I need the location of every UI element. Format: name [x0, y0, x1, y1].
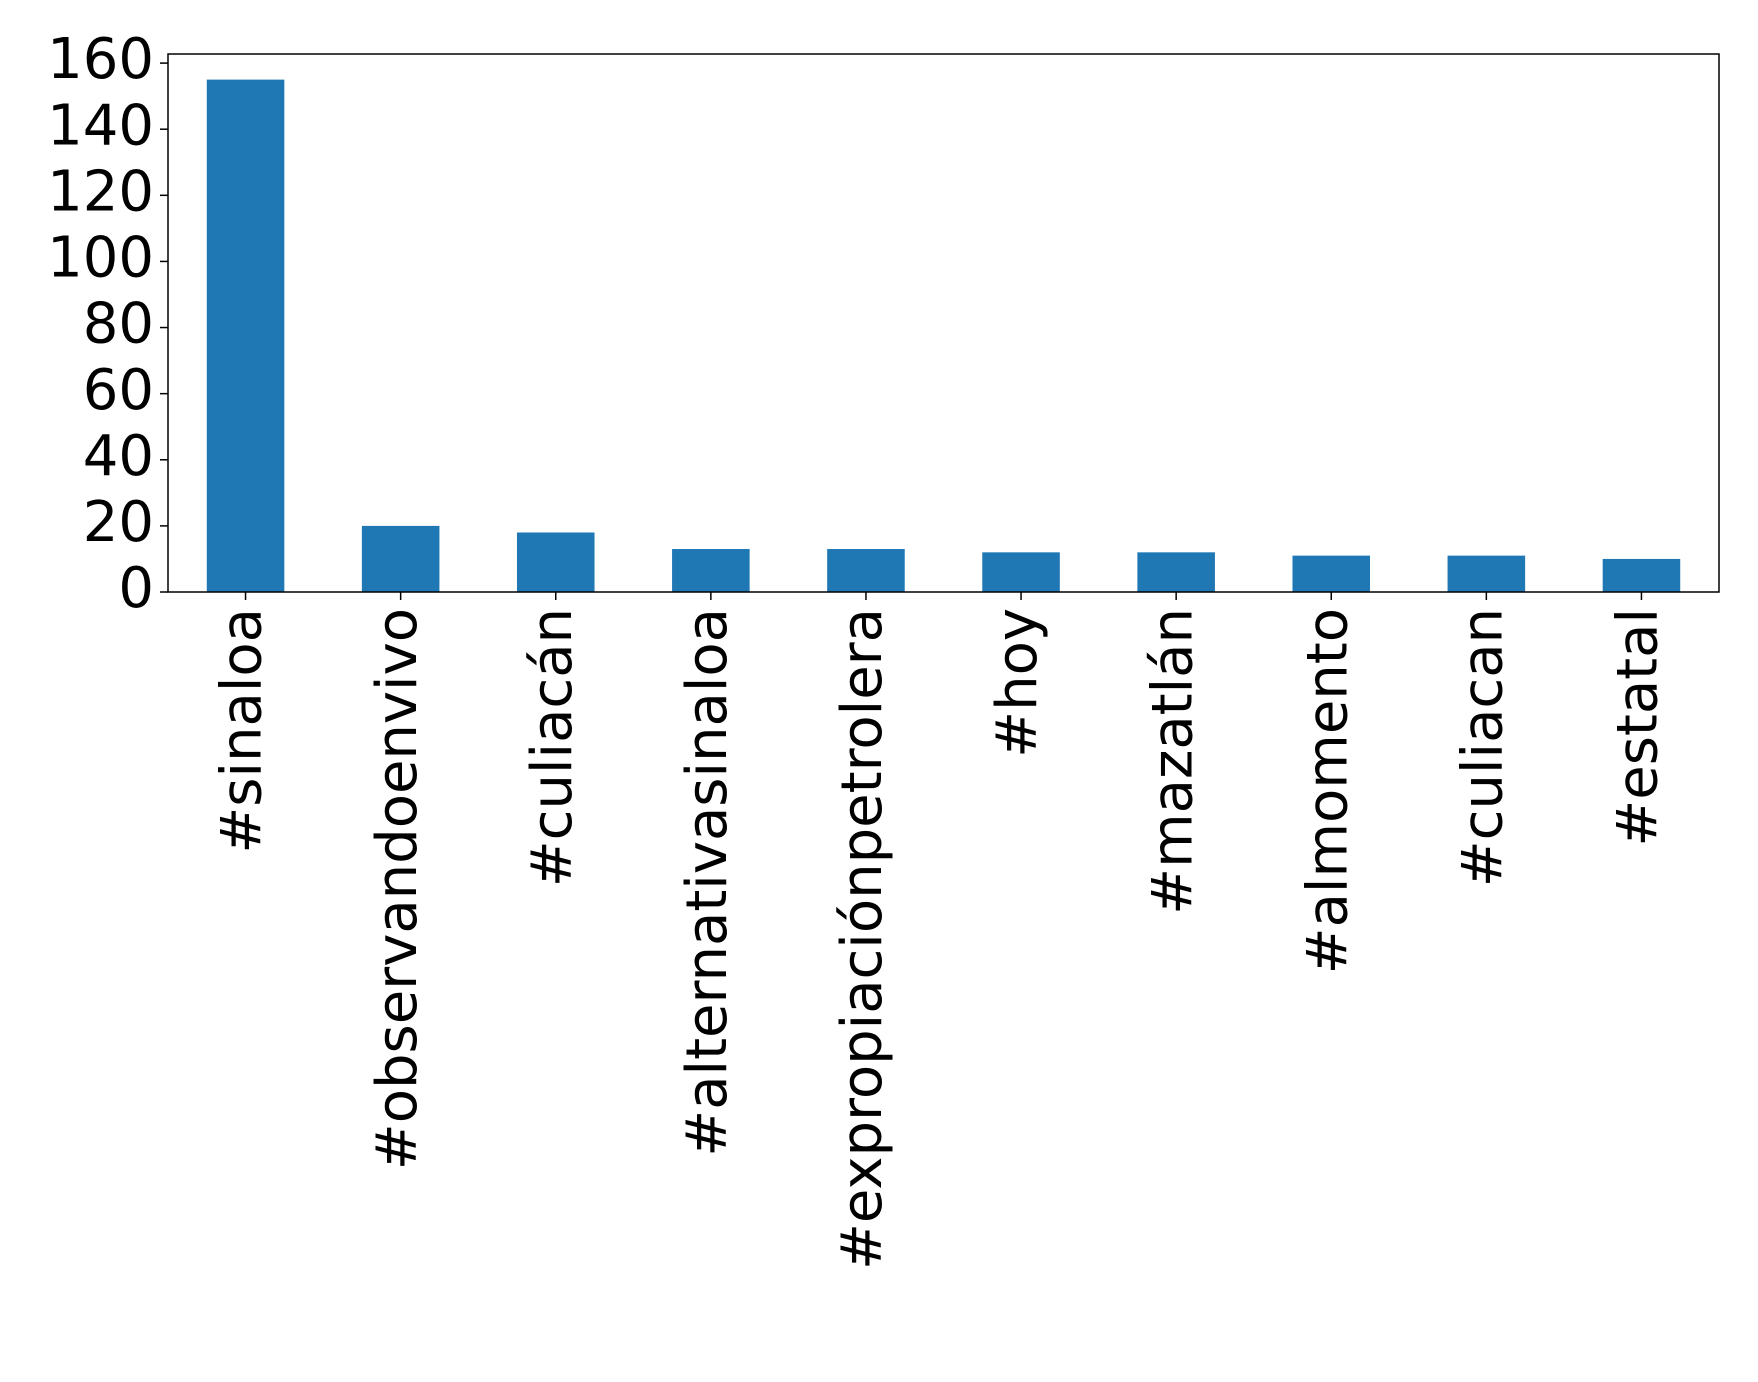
x-tick-label: #observandoenvivo	[365, 608, 430, 1170]
x-tick-label: #alternativasinaloa	[675, 608, 740, 1157]
x-tick-label: #culiacan	[1450, 608, 1515, 887]
bar	[827, 549, 905, 592]
y-tick-label: 0	[118, 556, 154, 621]
bar	[982, 552, 1060, 592]
bar	[206, 79, 285, 593]
bar	[1447, 555, 1526, 592]
y-tick-label: 100	[47, 226, 154, 291]
y-tick-label: 80	[83, 292, 154, 357]
x-tick-label: #estatal	[1606, 608, 1671, 847]
y-tick-label: 140	[47, 93, 154, 158]
bar	[361, 525, 440, 592]
x-tick-label: #almomento	[1295, 608, 1360, 974]
x-tick-label: #mazatlán	[1140, 608, 1205, 915]
y-tick-label: 20	[83, 490, 154, 555]
bar	[516, 532, 595, 592]
y-tick-label: 40	[83, 424, 154, 489]
y-tick-label: 160	[47, 27, 154, 92]
x-tick-label: #sinaloa	[210, 608, 275, 854]
bar	[672, 549, 750, 592]
x-tick-label: #culiacán	[520, 608, 585, 887]
y-tick-label: 60	[83, 358, 154, 423]
bar	[1137, 552, 1215, 592]
y-tick-label: 120	[47, 159, 154, 224]
bar	[1292, 555, 1371, 592]
plot-frame	[167, 53, 1720, 593]
x-tick-label: #hoy	[985, 608, 1050, 758]
x-tick-label: #expropiaciónpetrolera	[830, 608, 895, 1270]
bar	[1602, 558, 1681, 592]
